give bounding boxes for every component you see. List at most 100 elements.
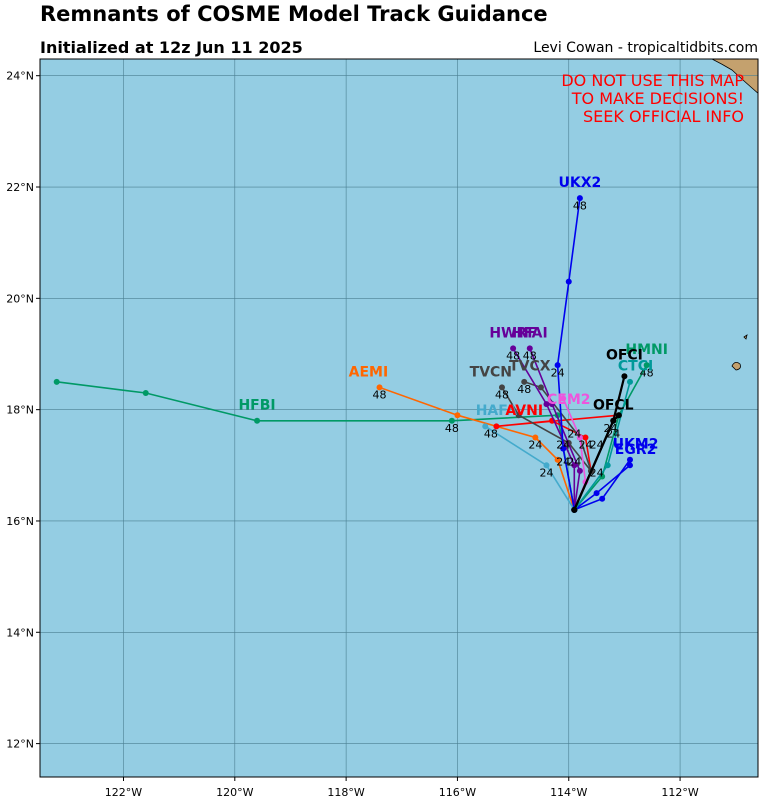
hour-label: 48 xyxy=(484,427,498,440)
warning-line: SEEK OFFICIAL INFO xyxy=(583,107,744,126)
hour-label: 48 xyxy=(445,422,459,435)
track-point xyxy=(626,456,633,463)
hour-label: 48 xyxy=(573,199,587,212)
lon-tick-label: 118°W xyxy=(327,786,364,799)
credit: Levi Cowan - tropicaltidbits.com xyxy=(533,40,758,56)
track-point xyxy=(448,417,455,424)
track-point xyxy=(576,434,583,441)
track-hfai xyxy=(529,348,581,510)
track-point xyxy=(560,395,567,402)
track-label-hmni: HMNI xyxy=(625,342,668,358)
model-tracks xyxy=(53,195,650,513)
hour-label: 48 xyxy=(495,389,509,402)
track-point xyxy=(549,401,556,408)
track-label-hafa: HAFA xyxy=(476,403,518,419)
lon-tick-label: 114°W xyxy=(550,786,587,799)
map-frame xyxy=(39,58,759,778)
track-label-ofcl: OFCL xyxy=(593,398,634,414)
track-label-ofci: OFCI xyxy=(606,348,643,364)
track-point xyxy=(454,412,461,419)
track-label-cem2: CEM2 xyxy=(547,392,591,408)
track-point xyxy=(571,462,578,469)
track-label-hfai: HFAI xyxy=(512,325,548,341)
track-point xyxy=(610,417,617,424)
track-point xyxy=(571,506,578,513)
track-label-ukm2: UKM2 xyxy=(613,437,659,453)
hour-label: 24 xyxy=(606,427,620,440)
hour-label: 48 xyxy=(523,350,537,363)
track-point xyxy=(643,362,650,369)
hour-label: 48 xyxy=(517,383,531,396)
hour-label: 24 xyxy=(578,439,592,452)
track-label-avni: AVNI xyxy=(505,403,543,419)
track-point xyxy=(376,384,383,391)
track-point xyxy=(142,389,149,396)
track-point xyxy=(554,456,561,463)
track-point xyxy=(498,384,505,391)
hour-label: 24 xyxy=(567,427,581,440)
track-point xyxy=(543,401,550,408)
hour-label: 24 xyxy=(604,422,618,435)
track-point xyxy=(626,462,633,469)
track-label-tvcn: TVCN xyxy=(470,364,512,380)
hour-label: 24 xyxy=(539,466,553,479)
lat-tick-label: 14°N xyxy=(6,626,34,639)
hour-label: 48 xyxy=(373,389,387,402)
track-label-ctci: CTCI xyxy=(618,359,653,375)
init-time: Initialized at 12z Jun 11 2025 xyxy=(40,38,303,57)
lat-tick-label: 24°N xyxy=(6,70,34,83)
lon-tick-label: 122°W xyxy=(105,786,142,799)
ocean xyxy=(40,59,758,777)
lon-tick-label: 120°W xyxy=(216,786,253,799)
track-point xyxy=(599,495,606,502)
track-label-hfbi: HFBI xyxy=(238,398,275,414)
track-label-hwrf: HWRF xyxy=(489,325,537,341)
track-point xyxy=(493,423,500,430)
hour-label: 24 xyxy=(567,455,581,468)
track-label-egr2: EGR2 xyxy=(615,442,657,458)
island xyxy=(743,334,748,340)
track-label-aemi: AEMI xyxy=(349,364,389,380)
track-point xyxy=(537,384,544,391)
track-point xyxy=(254,417,261,424)
track-hwrf xyxy=(512,347,576,510)
warning-line: DO NOT USE THIS MAP xyxy=(561,71,744,90)
track-point xyxy=(532,434,539,441)
lat-tick-label: 12°N xyxy=(6,738,34,751)
track-point xyxy=(510,345,517,352)
warning-line: TO MAKE DECISIONS! xyxy=(571,89,744,108)
track-point xyxy=(554,362,561,369)
page-title: Remnants of COSME Model Track Guidance xyxy=(40,2,548,26)
hour-label: 24 xyxy=(590,439,604,452)
track-point xyxy=(526,345,533,352)
track-point xyxy=(53,378,60,385)
track-label-tvcx: TVCX xyxy=(509,359,551,375)
track-point xyxy=(621,373,628,380)
hour-label: 24 xyxy=(556,439,570,452)
track-point xyxy=(626,378,633,385)
track-point xyxy=(576,195,583,202)
track-point xyxy=(593,490,600,497)
track-point xyxy=(576,467,583,474)
lat-tick-label: 22°N xyxy=(6,181,34,194)
track-point xyxy=(615,412,622,419)
hour-label: 24 xyxy=(590,466,604,479)
hour-label: 48 xyxy=(506,350,520,363)
lat-tick-label: 16°N xyxy=(6,515,34,528)
track-hfbi xyxy=(56,381,576,510)
track-point xyxy=(560,445,567,452)
lat-tick-label: 18°N xyxy=(6,404,34,417)
lat-tick-label: 20°N xyxy=(6,292,34,305)
lon-tick-label: 116°W xyxy=(439,786,476,799)
track-point xyxy=(515,412,522,419)
hour-label: 24 xyxy=(528,439,542,452)
hour-label: 24 xyxy=(551,366,565,379)
hour-label: 48 xyxy=(640,366,654,379)
track-hmni xyxy=(573,364,648,511)
track-point xyxy=(565,278,572,285)
track-point xyxy=(482,423,489,430)
island xyxy=(731,362,741,371)
track-point xyxy=(582,434,589,441)
